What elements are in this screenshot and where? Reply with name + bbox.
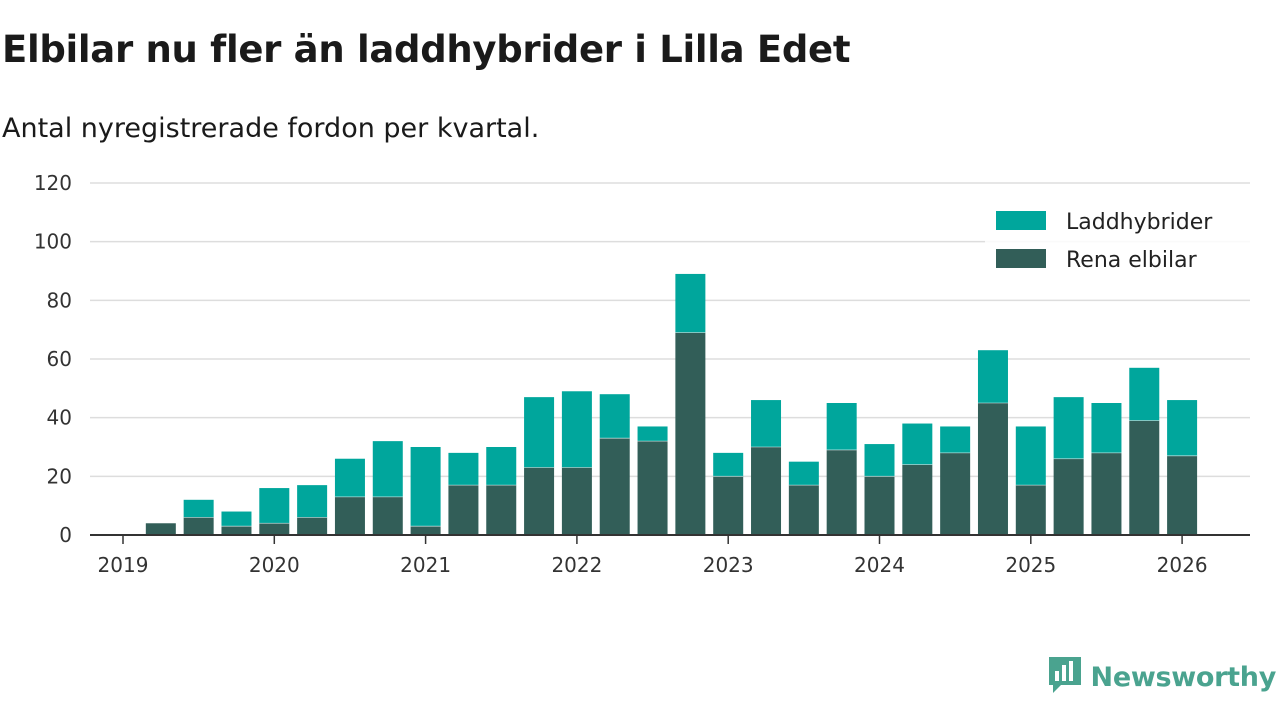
bar-laddhybrider-22 [977, 350, 1008, 403]
x-tick-label-2024: 2024 [854, 553, 905, 577]
bar-rena-elbilar-11 [561, 467, 592, 535]
bar-rena-elbilar-21 [940, 452, 971, 535]
bar-rena-elbilar-17 [788, 485, 819, 535]
bar-laddhybrider-1 [183, 499, 214, 518]
y-tick-label-0: 0 [59, 523, 72, 547]
bar-rena-elbilar-10 [524, 467, 555, 535]
bar-rena-elbilar-14 [675, 332, 706, 535]
bar-laddhybrider-10 [524, 397, 555, 468]
bar-laddhybrider-6 [372, 441, 403, 497]
bar-rena-elbilar-23 [1015, 485, 1046, 535]
bar-laddhybrider-25 [1091, 403, 1122, 453]
legend: Laddhybrider Rena elbilar [985, 200, 1250, 288]
bar-laddhybrider-26 [1129, 367, 1160, 421]
y-tick-label-40: 40 [47, 406, 72, 430]
bar-laddhybrider-14 [675, 273, 706, 333]
bar-laddhybrider-21 [940, 426, 971, 453]
x-tick-label-2023: 2023 [703, 553, 754, 577]
bar-rena-elbilar-25 [1091, 452, 1122, 535]
bar-rena-elbilar-9 [486, 485, 517, 535]
legend-swatch-rena-elbilar [996, 249, 1046, 268]
y-tick-label-100: 100 [34, 230, 72, 254]
grid-lines [90, 182, 1250, 478]
bar-rena-elbilar-15 [713, 476, 744, 535]
bar-rena-elbilar-26 [1129, 420, 1160, 535]
bar-laddhybrider-7 [410, 447, 441, 527]
bar-rena-elbilar-13 [637, 441, 668, 535]
legend-label-laddhybrider: Laddhybrider [1066, 210, 1213, 235]
x-tick-label-2021: 2021 [400, 553, 451, 577]
bars [145, 273, 1198, 535]
brand-logo: Newsworthy [1047, 655, 1276, 699]
bar-rena-elbilar-8 [448, 485, 479, 535]
bar-rena-elbilar-4 [297, 517, 328, 535]
bar-rena-elbilar-3 [259, 523, 290, 535]
bar-rena-elbilar-6 [372, 496, 403, 535]
brand-name: Newsworthy [1090, 661, 1277, 693]
bar-laddhybrider-16 [751, 400, 782, 447]
bar-laddhybrider-17 [788, 461, 819, 486]
y-tick-label-120: 120 [34, 171, 72, 195]
bar-laddhybrider-5 [334, 458, 365, 497]
bar-rena-elbilar-5 [334, 496, 365, 535]
bar-laddhybrider-20 [902, 423, 933, 465]
bar-rena-elbilar-19 [864, 476, 895, 535]
bar-rena-elbilar-24 [1053, 458, 1084, 535]
y-tick-label-20: 20 [47, 464, 72, 488]
x-tick-label-2022: 2022 [551, 553, 602, 577]
bar-laddhybrider-12 [599, 394, 630, 439]
bar-laddhybrider-19 [864, 444, 895, 477]
bar-rena-elbilar-20 [902, 464, 933, 535]
bar-rena-elbilar-16 [751, 447, 782, 535]
bar-laddhybrider-27 [1167, 400, 1198, 456]
bar-rena-elbilar-22 [977, 403, 1008, 535]
bar-rena-elbilar-7 [410, 526, 441, 535]
bar-rena-elbilar-0 [145, 523, 176, 535]
chart-subtitle: Antal nyregistrerade fordon per kvartal. [2, 113, 540, 144]
y-tick-label-80: 80 [47, 288, 72, 312]
bar-laddhybrider-9 [486, 447, 517, 486]
bar-laddhybrider-11 [561, 391, 592, 468]
bar-rena-elbilar-1 [183, 517, 214, 535]
chart-title: Elbilar nu fler än laddhybrider i Lilla … [2, 28, 851, 71]
bar-rena-elbilar-2 [221, 526, 252, 535]
bar-laddhybrider-4 [297, 485, 328, 518]
bar-laddhybrider-2 [221, 511, 252, 527]
bar-laddhybrider-13 [637, 426, 668, 442]
bar-rena-elbilar-18 [826, 449, 857, 535]
bar-laddhybrider-8 [448, 452, 479, 486]
x-tick-label-2025: 2025 [1005, 553, 1056, 577]
x-tick-label-2026: 2026 [1157, 553, 1208, 577]
bar-laddhybrider-18 [826, 403, 857, 450]
bar-laddhybrider-15 [713, 452, 744, 477]
legend-swatch-laddhybrider [996, 211, 1046, 230]
x-tick-label-2020: 2020 [249, 553, 300, 577]
bar-laddhybrider-3 [259, 488, 290, 524]
y-axis-ticks: 0 20 40 60 80 100 120 [34, 171, 72, 547]
bar-rena-elbilar-12 [599, 438, 630, 535]
bar-rena-elbilar-27 [1167, 455, 1198, 535]
bar-laddhybrider-24 [1053, 397, 1084, 459]
legend-label-rena-elbilar: Rena elbilar [1066, 248, 1198, 273]
x-axis: 2019 2020 2021 2022 2023 2024 2025 2026 [90, 534, 1250, 577]
bar-laddhybrider-23 [1015, 426, 1046, 486]
x-tick-label-2019: 2019 [98, 553, 149, 577]
newsworthy-logo-icon [1047, 655, 1083, 699]
y-tick-label-60: 60 [47, 347, 72, 371]
